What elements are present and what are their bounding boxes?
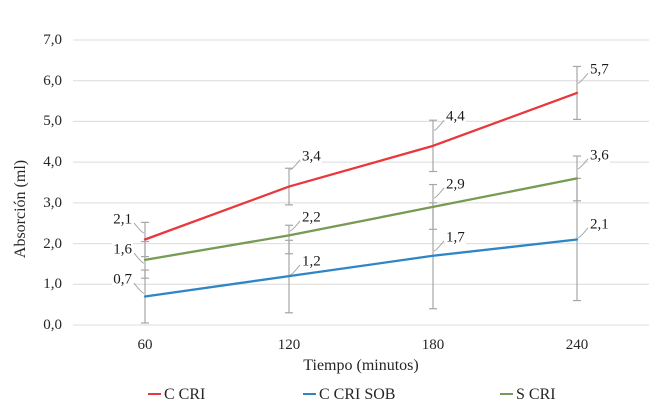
- legend-label: C CRI: [164, 386, 206, 403]
- data-label-s-cri-240: 3,6: [589, 147, 610, 165]
- data-label-s-cri-60: 1,6: [112, 241, 133, 259]
- label-leader-line: [133, 282, 145, 294]
- legend-dash-icon: [303, 393, 316, 395]
- data-label-c-cri-240: 5,7: [589, 61, 610, 79]
- legend-dash-icon: [148, 393, 161, 395]
- legend-label: C CRI SOB: [319, 386, 396, 403]
- x-tick-label: 240: [565, 337, 589, 353]
- data-label-c-cri-180: 4,4: [445, 108, 466, 126]
- series-line-s-cri: [143, 177, 579, 262]
- label-leader-line: [133, 252, 145, 264]
- label-leader-line: [577, 158, 589, 170]
- label-leader-line: [289, 159, 301, 171]
- label-leader-line: [577, 72, 589, 84]
- label-leader-line: [289, 264, 301, 276]
- legend-dash-icon: [500, 393, 513, 395]
- data-label-c-cri-sob-240: 2,1: [589, 216, 610, 234]
- label-leader-line: [433, 187, 445, 199]
- label-leader-line: [433, 120, 445, 131]
- data-label-c-cri-60: 2,1: [112, 211, 133, 229]
- legend-label: S CRI: [516, 386, 556, 403]
- legend-item-c-cri: C CRI: [148, 386, 205, 404]
- data-label-c-cri-sob-120: 1,2: [301, 253, 322, 271]
- x-tick-label: 60: [137, 337, 153, 353]
- label-leader-line: [289, 220, 301, 232]
- label-leader-line: [433, 240, 445, 252]
- y-tick-label: 5,0: [43, 113, 62, 130]
- y-tick-label: 7,0: [43, 32, 62, 48]
- y-tick-label: 2,0: [43, 235, 62, 252]
- series-line-c-cri: [143, 91, 579, 241]
- x-axis-title: Tiempo (minutos): [303, 357, 419, 374]
- legend-item-c-cri-sob: C CRI SOB: [303, 386, 395, 404]
- label-leader-line: [133, 222, 145, 234]
- data-label-s-cri-120: 2,2: [301, 209, 322, 227]
- data-label-s-cri-180: 2,9: [445, 176, 466, 194]
- y-tick-label: 3,0: [43, 194, 62, 211]
- series-line-c-cri-sob: [143, 238, 579, 298]
- x-tick-label: 180: [421, 337, 445, 353]
- data-label-c-cri-sob-180: 1,7: [445, 229, 466, 247]
- label-leader-line: [577, 227, 589, 239]
- legend: C CRI C CRI SOB S CRI: [0, 386, 658, 408]
- y-tick-label: 6,0: [43, 72, 62, 89]
- y-tick-label: 1,0: [43, 276, 62, 293]
- data-label-c-cri-sob-60: 0,7: [112, 271, 133, 289]
- data-label-c-cri-120: 3,4: [301, 148, 322, 166]
- legend-item-s-cri: S CRI: [500, 386, 556, 404]
- y-tick-label: 4,0: [43, 154, 62, 171]
- y-tick-label: 0,0: [43, 317, 62, 333]
- x-tick-label: 120: [277, 337, 301, 353]
